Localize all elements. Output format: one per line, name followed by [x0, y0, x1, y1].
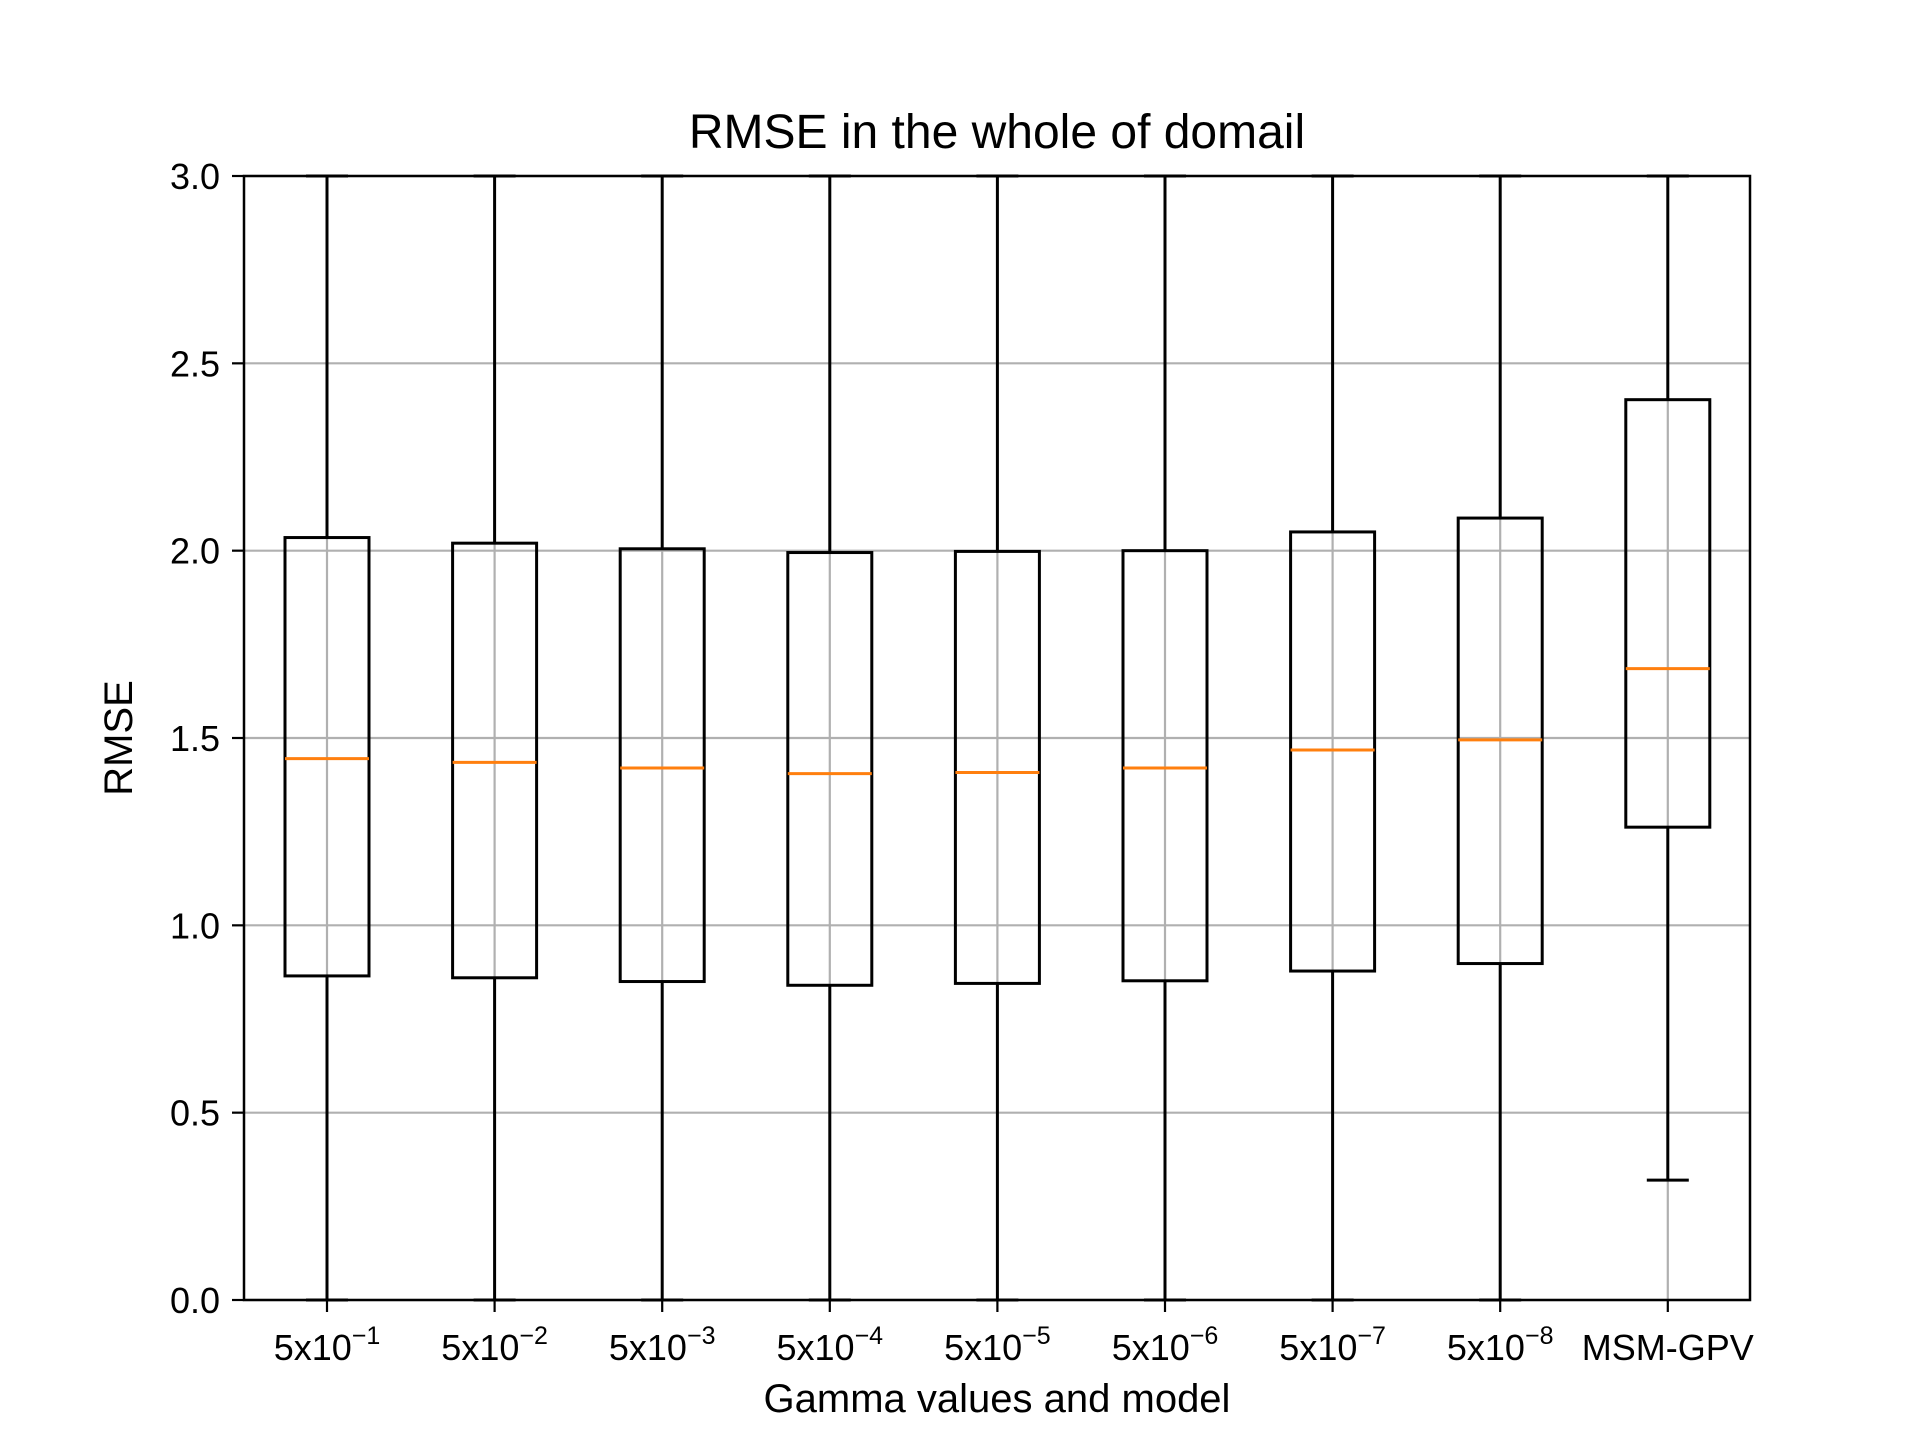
chart-title: RMSE in the whole of domail [689, 106, 1305, 159]
x-tick-label: 5x10−6 [1112, 1322, 1219, 1368]
y-tick-label: 2.5 [170, 343, 220, 384]
box-group [1624, 174, 1712, 1182]
box-iqr [618, 547, 706, 984]
x-tick-label: 5x10−2 [441, 1322, 548, 1368]
tick-layer: 0.0 0.5 1.0 1.5 2.0 2.5 3.0 5x10−1 5x10−2 5x10−3 5… [170, 156, 1754, 1368]
y-tick-label: 1.0 [170, 905, 220, 946]
x-tick-label: 5x10−4 [777, 1322, 884, 1368]
x-tick-label: 5x10−1 [274, 1322, 381, 1368]
box-group [618, 174, 706, 1302]
x-tick-label: 5x10−5 [944, 1322, 1051, 1368]
box-iqr [451, 541, 539, 980]
y-tick-label: 2.0 [170, 531, 220, 572]
x-tick-label: 5x10−7 [1279, 1322, 1386, 1368]
x-tick-label: MSM-GPV [1582, 1327, 1754, 1368]
y-axis-label: RMSE [97, 680, 141, 796]
box-group [1289, 174, 1377, 1302]
y-tick-label: 0.0 [170, 1280, 220, 1321]
box-iqr [1121, 549, 1209, 983]
y-tick-label: 1.5 [170, 718, 220, 759]
y-tick-label: 0.5 [170, 1093, 220, 1134]
y-tick-label: 3.0 [170, 156, 220, 197]
box-iqr [1624, 398, 1712, 829]
box-iqr [953, 549, 1041, 985]
box-iqr [786, 551, 874, 987]
x-axis-label: Gamma values and model [764, 1377, 1231, 1421]
box-group [283, 174, 371, 1302]
box-iqr [283, 536, 371, 978]
x-tick-label: 5x10−8 [1447, 1322, 1554, 1368]
x-tick-label: 5x10−3 [609, 1322, 716, 1368]
